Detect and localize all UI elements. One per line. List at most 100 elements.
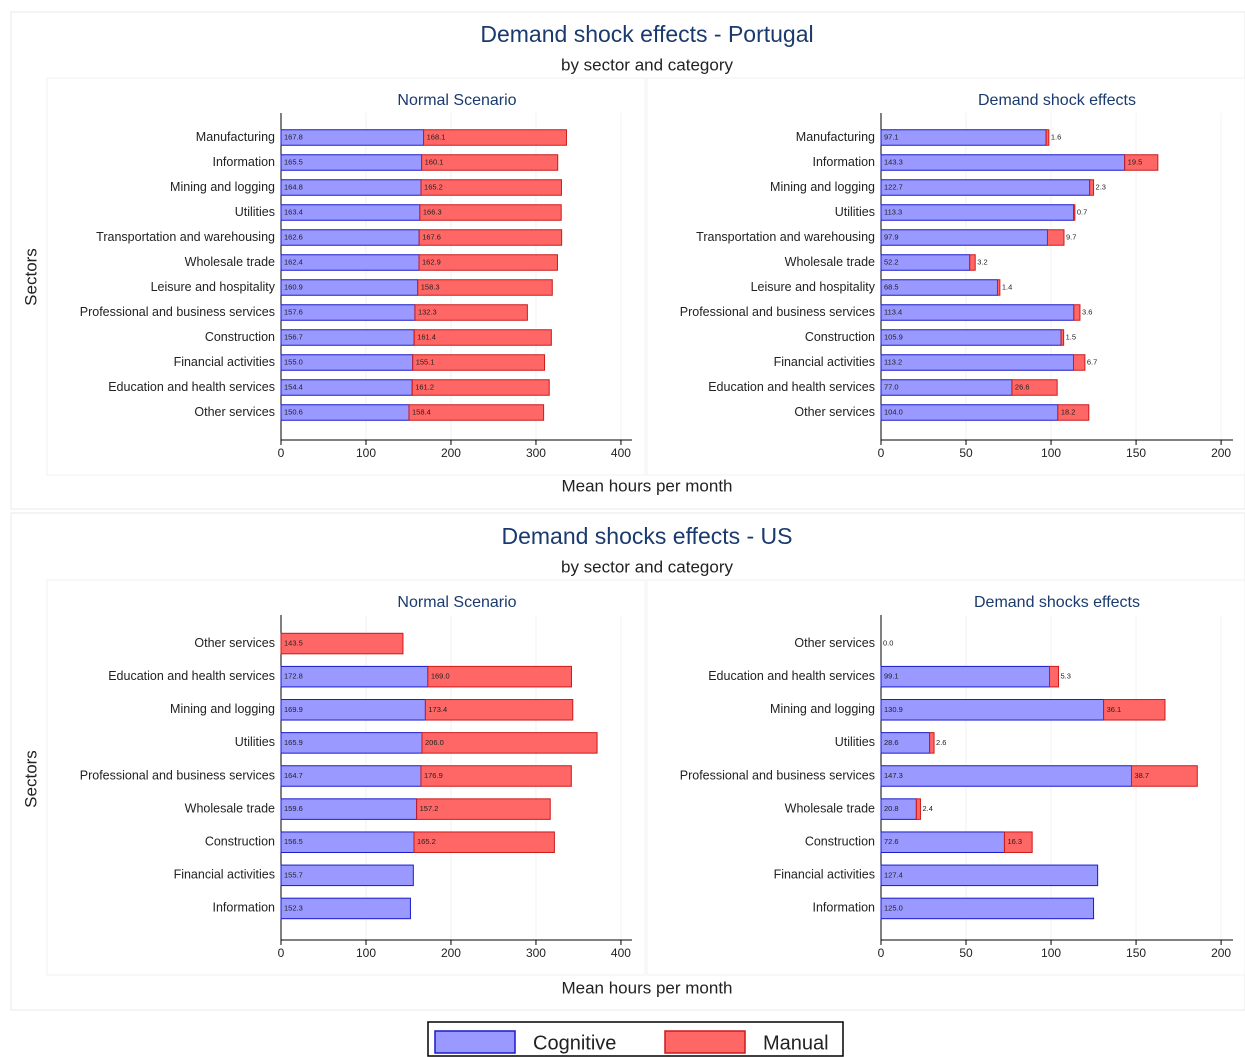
value-label: 165.9 — [284, 738, 303, 747]
value-label: 162.9 — [422, 257, 441, 266]
y-tick-label: Utilities — [835, 735, 875, 749]
bar-segment — [880, 897, 1095, 920]
y-tick-label: Leisure and hospitality — [151, 280, 276, 294]
figure-subtitle: by sector and category — [561, 557, 733, 576]
bar-segment — [413, 329, 552, 346]
y-tick-label: Utilities — [835, 205, 875, 219]
value-label: 72.6 — [884, 837, 899, 846]
x-tick-label: 100 — [1041, 446, 1061, 460]
value-label: 166.3 — [423, 207, 442, 216]
value-label: 163.4 — [284, 207, 303, 216]
bar-segment — [880, 665, 1051, 688]
bar-segment — [1045, 129, 1050, 146]
value-label: 167.8 — [284, 132, 303, 141]
value-label: 113.3 — [884, 207, 902, 216]
value-label: 1.6 — [1051, 132, 1061, 141]
bar-segment — [424, 699, 574, 721]
value-label: 104.0 — [884, 407, 903, 416]
y-tick-label: Construction — [805, 835, 875, 849]
value-label: 36.1 — [1107, 705, 1122, 714]
y-tick-label: Construction — [205, 835, 275, 849]
value-label: 97.1 — [884, 132, 899, 141]
y-tick-label: Wholesale trade — [185, 801, 275, 815]
value-label: 172.8 — [284, 672, 303, 681]
value-label: 156.7 — [284, 332, 303, 341]
x-tick-label: 0 — [278, 946, 285, 960]
y-tick-label: Wholesale trade — [185, 255, 275, 269]
bar-segment — [420, 765, 572, 787]
panel-title: Demand shock effects — [978, 92, 1136, 109]
bar-segment — [880, 179, 1091, 196]
value-label: 160.1 — [425, 157, 444, 166]
value-label: 38.7 — [1134, 771, 1149, 780]
y-tick-label: Mining and logging — [170, 702, 275, 716]
value-label: 150.6 — [284, 407, 303, 416]
value-label: 156.5 — [284, 837, 303, 846]
bar-segment — [427, 665, 572, 688]
bar-segment — [880, 699, 1105, 721]
bar-segment — [1060, 329, 1065, 346]
bar-segment — [880, 354, 1074, 371]
y-tick-label: Education and health services — [108, 669, 275, 683]
value-label: 143.5 — [284, 639, 303, 648]
x-tick-label: 50 — [959, 946, 973, 960]
bar-segment — [420, 179, 562, 196]
value-label: 0.7 — [1077, 207, 1087, 216]
x-tick-label: 300 — [526, 946, 546, 960]
value-label: 2.3 — [1096, 182, 1106, 191]
value-label: 173.4 — [428, 705, 447, 714]
value-label: 167.6 — [422, 232, 441, 241]
bar-segment — [880, 831, 1005, 853]
bar-segment — [969, 254, 976, 271]
value-label: 18.2 — [1061, 407, 1076, 416]
x-tick-label: 200 — [1211, 446, 1231, 460]
value-label: 0.0 — [883, 639, 893, 648]
value-label: 130.9 — [884, 705, 903, 714]
bar-segment — [880, 765, 1132, 787]
value-label: 19.5 — [1128, 157, 1143, 166]
value-label: 155.0 — [284, 357, 303, 366]
bar-segment — [1003, 831, 1033, 853]
y-tick-label: Wholesale trade — [785, 801, 875, 815]
bar-segment — [915, 798, 921, 820]
value-label: 3.2 — [977, 257, 987, 266]
bar-segment — [1103, 699, 1166, 721]
x-tick-label: 100 — [356, 946, 376, 960]
y-tick-label: Transportation and warehousing — [696, 230, 875, 244]
panel-title: Normal Scenario — [397, 92, 516, 109]
value-label: 162.4 — [284, 257, 303, 266]
bar-segment — [280, 897, 411, 920]
x-tick-label: 50 — [959, 446, 973, 460]
bar-segment — [418, 229, 563, 246]
figure-title: Demand shock effects - Portugal — [480, 21, 813, 47]
y-tick-label: Information — [812, 901, 875, 915]
x-tick-label: 0 — [878, 946, 885, 960]
y-tick-label: Other services — [794, 405, 875, 419]
bar-segment — [880, 204, 1075, 221]
y-tick-label: Education and health services — [708, 380, 875, 394]
value-label: 206.0 — [425, 738, 444, 747]
bar-segment — [1130, 765, 1198, 787]
value-label: 52.2 — [884, 257, 899, 266]
value-label: 2.6 — [936, 738, 946, 747]
bar-segment — [1073, 204, 1076, 221]
bar-segment — [416, 798, 551, 820]
bar-segment — [880, 129, 1047, 146]
value-label: 68.5 — [884, 282, 899, 291]
value-label: 168.1 — [427, 132, 446, 141]
y-tick-label: Information — [212, 155, 275, 169]
y-tick-label: Professional and business services — [680, 305, 875, 319]
value-label: 165.2 — [424, 182, 443, 191]
bar-segment — [419, 204, 562, 221]
legend-swatch — [434, 1030, 516, 1054]
bar-segment — [412, 354, 546, 371]
y-tick-label: Financial activities — [174, 868, 275, 882]
y-tick-label: Education and health services — [708, 669, 875, 683]
value-label: 157.6 — [284, 307, 303, 316]
value-label: 165.2 — [417, 837, 436, 846]
bar-segment — [421, 732, 598, 754]
bar-segment — [417, 279, 553, 296]
x-tick-label: 150 — [1126, 446, 1146, 460]
y-tick-label: Other services — [194, 636, 275, 650]
